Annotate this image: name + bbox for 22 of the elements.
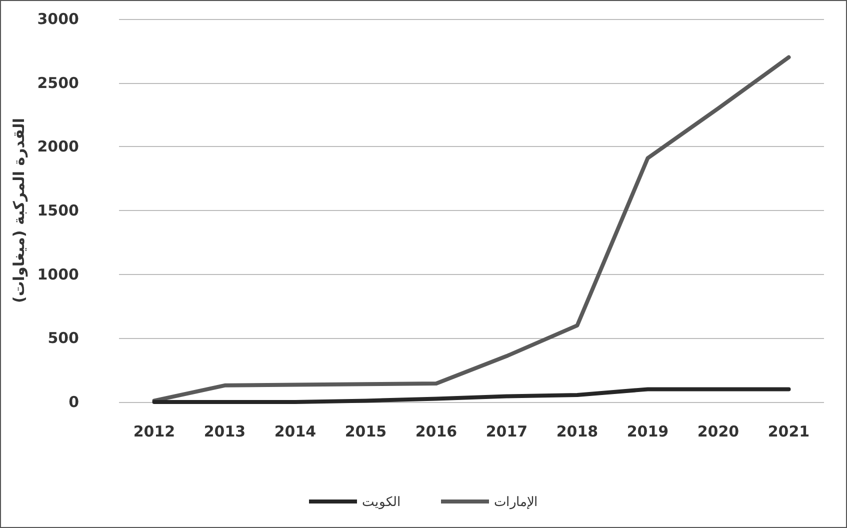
y-tick-label: 1000 xyxy=(37,265,79,284)
x-tick-label: 2020 xyxy=(697,422,740,440)
x-tick-label: 2021 xyxy=(768,422,810,440)
y-tick-label: 2500 xyxy=(37,74,79,92)
y-tick-label: 500 xyxy=(48,329,79,348)
x-tick-label: 2014 xyxy=(274,422,316,440)
legend-label: الكويت xyxy=(362,494,401,510)
x-tick-label: 2015 xyxy=(344,422,387,440)
y-tick-label: 2000 xyxy=(37,138,79,156)
y-tick-label: 1500 xyxy=(37,202,79,220)
legend-label: الإمارات xyxy=(494,494,538,510)
line-series xyxy=(152,55,791,403)
y-axis-title: القدرة المركبة (ميغاوات) xyxy=(10,118,28,304)
x-tick-label: 2018 xyxy=(556,422,598,440)
x-tick-label: 2012 xyxy=(133,422,176,440)
x-tick-label: 2013 xyxy=(204,422,246,440)
x-tick-label: 2016 xyxy=(415,422,458,440)
y-tick-label: 0 xyxy=(68,393,79,411)
x-tick-label: 2017 xyxy=(486,422,528,440)
y-tick-label: 3000 xyxy=(37,10,79,28)
line-series xyxy=(152,387,791,404)
x-tick-label: 2019 xyxy=(626,422,669,440)
